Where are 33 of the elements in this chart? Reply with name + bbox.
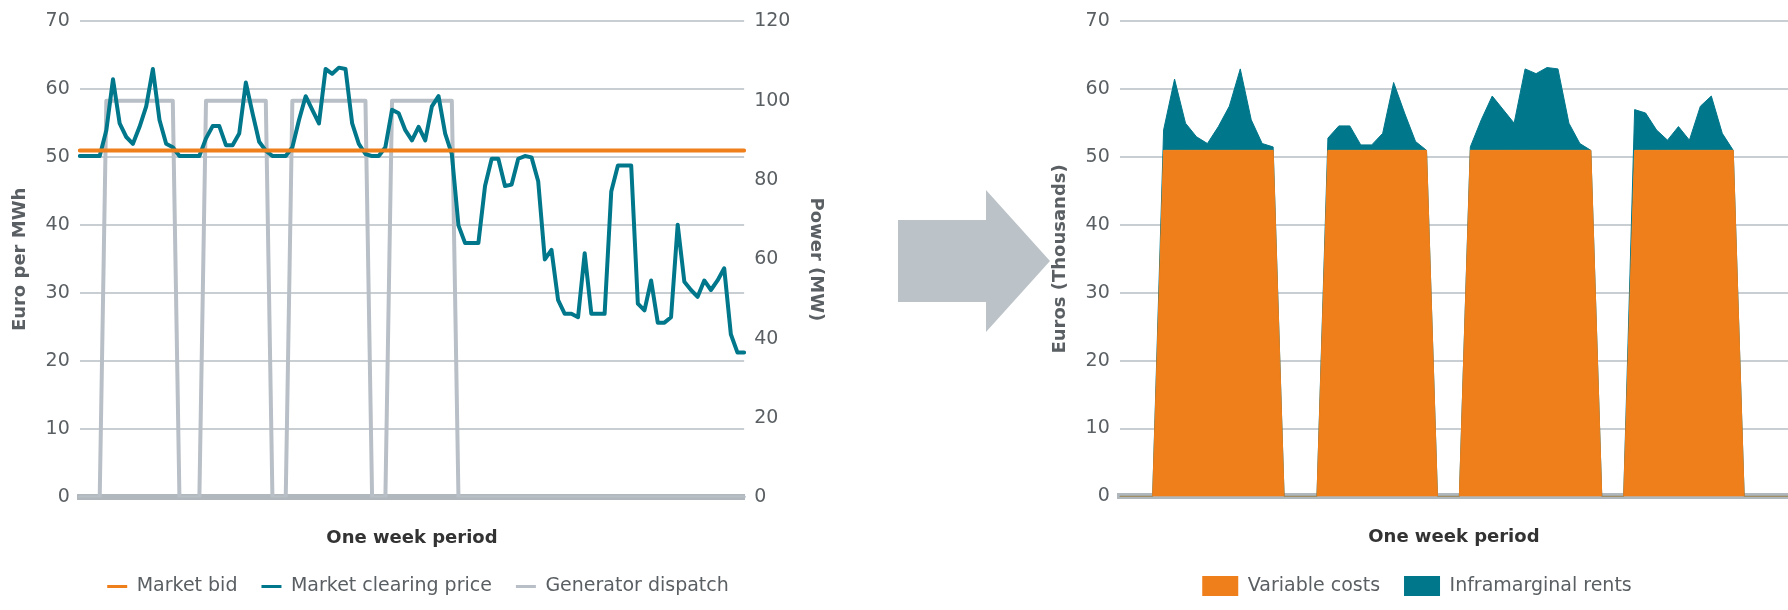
y-tick-label: 30 <box>1085 279 1110 302</box>
y-tick-label: 0 <box>1097 483 1110 506</box>
x-axis-title: One week period <box>326 525 498 547</box>
y-axis-title: Euros (Thousands) <box>1048 164 1070 354</box>
y-tick-label: 40 <box>45 212 70 235</box>
legend-label: Market bid <box>136 573 238 596</box>
x-axis-title: One week period <box>1368 524 1540 546</box>
y-tick-label: 20 <box>1085 347 1110 370</box>
y-tick-label: 20 <box>45 348 70 371</box>
legend-label: Market clearing price <box>290 573 492 596</box>
y-axis-title: Euro per MWh <box>8 187 30 332</box>
y2-tick-label: 20 <box>754 405 779 427</box>
y2-tick-label: 80 <box>754 167 779 189</box>
y2-tick-label: 40 <box>754 325 779 348</box>
legend-label: Generator dispatch <box>545 573 729 596</box>
y2-tick-label: 120 <box>754 8 791 31</box>
y-tick-label: 70 <box>1085 8 1110 31</box>
y-tick-label: 50 <box>1085 144 1110 167</box>
y2-tick-label: 60 <box>754 246 779 269</box>
y-tick-label: 10 <box>45 416 70 439</box>
y-tick-label: 40 <box>1085 211 1110 234</box>
y-tick-label: 60 <box>1085 76 1110 99</box>
legend-label: Variable costs <box>1247 572 1381 595</box>
legend-label: Inframarginal rents <box>1449 572 1632 595</box>
y-tick-label: 70 <box>45 8 70 31</box>
y-tick-label: 0 <box>57 484 70 507</box>
y2-axis-title: Power (MW) <box>806 197 828 322</box>
y-tick-label: 50 <box>45 144 70 167</box>
y2-tick-label: 100 <box>754 87 791 110</box>
y-tick-label: 60 <box>45 76 70 99</box>
y-tick-label: 30 <box>45 280 70 303</box>
y-tick-label: 10 <box>1085 415 1110 438</box>
y2-tick-label: 0 <box>754 484 767 507</box>
